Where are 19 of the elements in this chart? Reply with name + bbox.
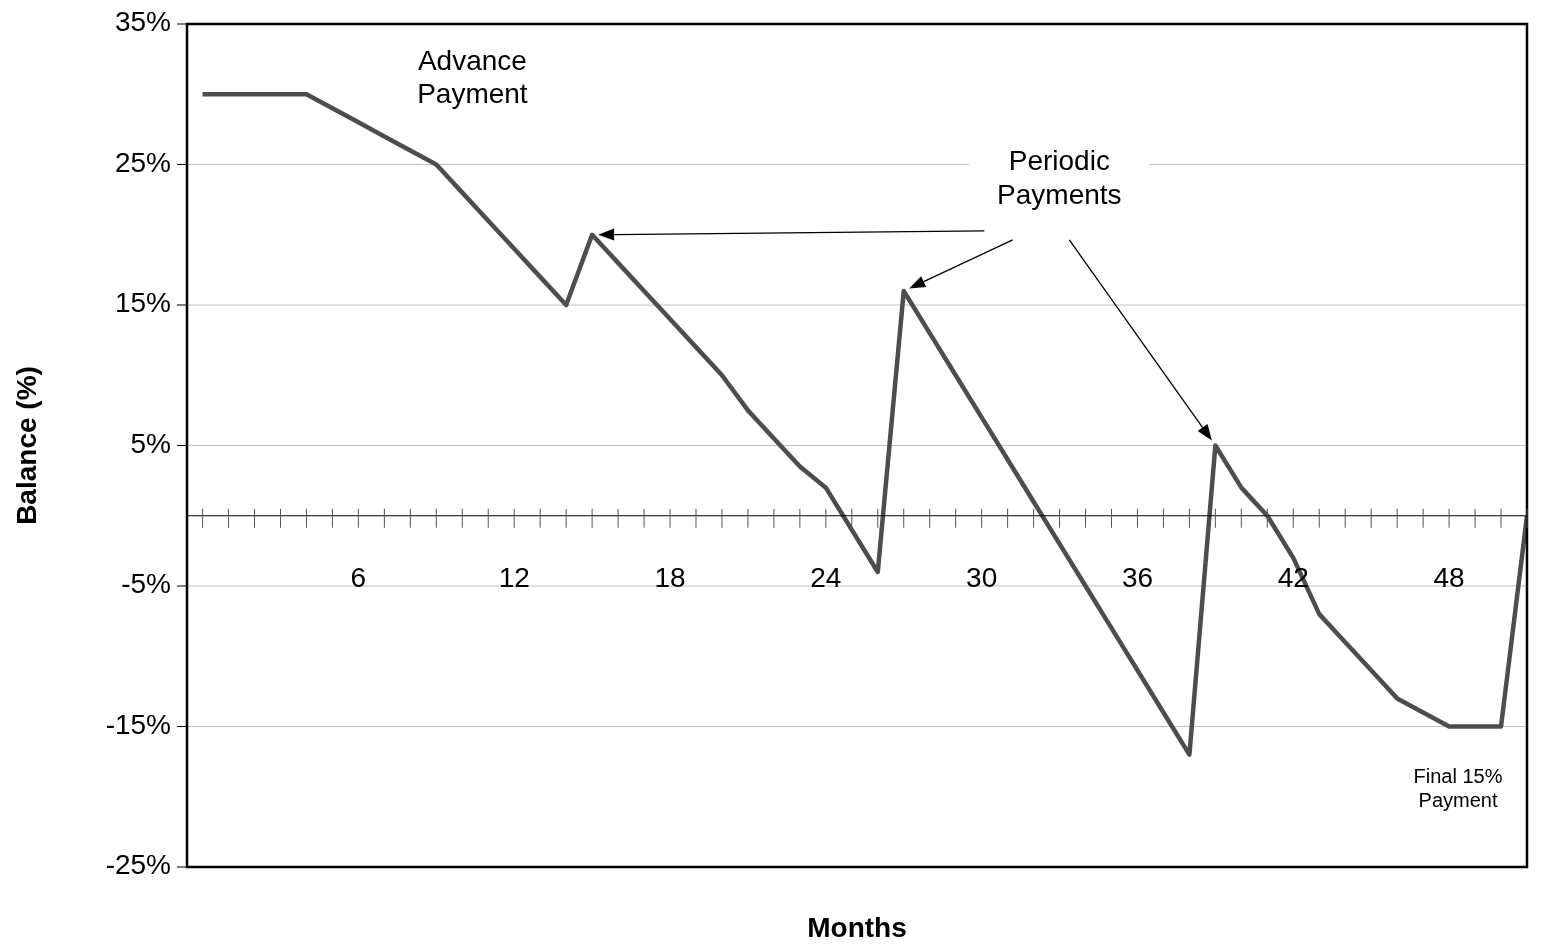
- y-tick-label: 5%: [130, 427, 171, 459]
- y-tick-label: 35%: [114, 6, 171, 38]
- annotation: Final 15% Payment: [1413, 764, 1503, 811]
- y-tick-label: -15%: [105, 708, 171, 740]
- y-tick-label: 15%: [114, 287, 171, 319]
- y-tick-label: 25%: [114, 146, 171, 178]
- annotation: Periodic Payments: [997, 145, 1122, 211]
- annotation: Advance Payment: [417, 45, 528, 110]
- x-tick-label: 24: [810, 562, 842, 594]
- y-tick-label: -5%: [121, 568, 171, 600]
- x-tick-label: 36: [1121, 562, 1154, 594]
- x-tick-label: 12: [498, 562, 530, 594]
- x-axis-title: Months: [807, 912, 907, 943]
- x-tick-label: 6: [350, 562, 367, 594]
- x-tick-label: 48: [1433, 562, 1465, 594]
- x-tick-label: 30: [966, 562, 998, 594]
- y-axis-title: Balance (%): [10, 366, 42, 525]
- y-tick-label: -25%: [105, 849, 171, 881]
- x-tick-label: 18: [654, 562, 686, 594]
